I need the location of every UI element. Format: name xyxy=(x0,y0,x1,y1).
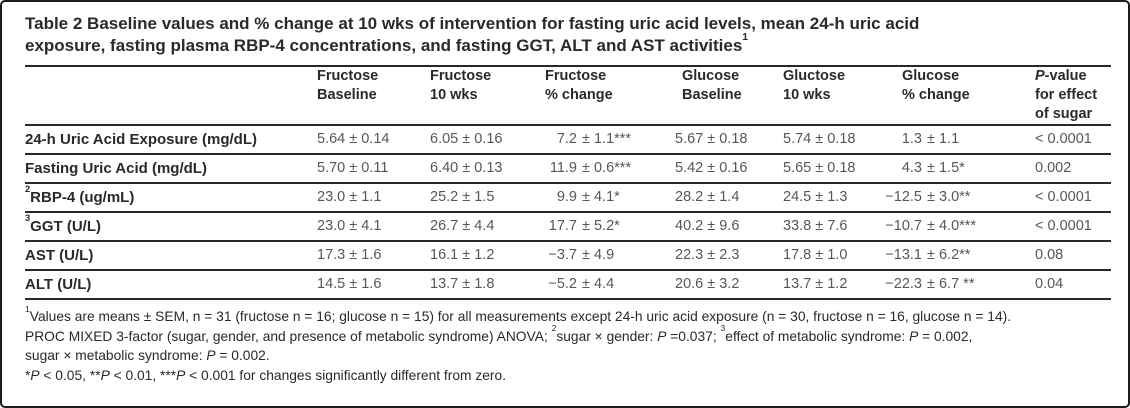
header-p-value: P-value for effect of sugar xyxy=(1035,67,1111,126)
cell-value: −12.5 ± 3.0** xyxy=(878,183,1035,213)
cell-value: 40.2 ± 9.6 xyxy=(675,212,783,242)
row-label-24h-uric-acid: 24-h Uric Acid Exposure (mg/dL) xyxy=(25,125,317,155)
cell-value: 23.0 ± 1.1 xyxy=(317,183,430,213)
cell-value: 5.70 ± 0.11 xyxy=(317,154,430,184)
table-row: 24-h Uric Acid Exposure (mg/dL) 5.64 ± 0… xyxy=(25,125,1111,155)
table-row: 2RBP-4 (ug/mL) 23.0 ± 1.1 25.2 ± 1.5 9.9… xyxy=(25,183,1111,213)
footnote-3: sugar × metabolic syndrome: P = 0.002. xyxy=(25,348,270,363)
cell-value: 13.7 ± 1.8 xyxy=(430,270,545,300)
cell-p-value: 0.002 xyxy=(1035,154,1111,184)
baseline-values-table: Fructose Baseline Fructose 10 wks Fructose… xyxy=(25,67,1111,300)
table-title: Table 2 Baseline values and % change at … xyxy=(25,13,1108,57)
cell-value: −5.2 ± 4.4 xyxy=(545,270,675,300)
cell-value: 26.7 ± 4.4 xyxy=(430,212,545,242)
table-row: Fasting Uric Acid (mg/dL) 5.70 ± 0.11 6.… xyxy=(25,154,1111,184)
header-glucose-pct-change: Glucose% change xyxy=(878,67,1035,126)
cell-value: 11.9 ± 0.6*** xyxy=(545,154,675,184)
cell-value: 13.7 ± 1.2 xyxy=(783,270,878,300)
cell-p-value: 0.08 xyxy=(1035,241,1111,271)
cell-value: 17.3 ± 1.6 xyxy=(317,241,430,271)
cell-value: −10.7 ± 4.0*** xyxy=(878,212,1035,242)
header-row: Fructose Baseline Fructose 10 wks Fructose… xyxy=(25,67,1111,126)
table-footnotes: 1Values are means ± SEM, n = 31 (fructos… xyxy=(25,303,1108,385)
table-title-footnote-marker: 1 xyxy=(742,30,749,43)
cell-value: 20.6 ± 3.2 xyxy=(675,270,783,300)
title-rule xyxy=(25,65,1111,67)
row-label-fasting-uric-acid: Fasting Uric Acid (mg/dL) xyxy=(25,154,317,184)
cell-value: 22.3 ± 2.3 xyxy=(675,241,783,271)
header-fructose-baseline: Fructose Baseline xyxy=(317,67,430,126)
cell-value: 6.40 ± 0.13 xyxy=(430,154,545,184)
cell-value: 28.2 ± 1.4 xyxy=(675,183,783,213)
cell-value: 5.42 ± 0.16 xyxy=(675,154,783,184)
cell-value: 7.2 ± 1.1*** xyxy=(545,125,675,155)
cell-value: −3.7 ± 4.9 xyxy=(545,241,675,271)
cell-p-value: < 0.0001 xyxy=(1035,183,1111,213)
table-row: AST (U/L) 17.3 ± 1.6 16.1 ± 1.2 −3.7 ± 4.… xyxy=(25,241,1111,271)
footnote-2: PROC MIXED 3-factor (sugar, gender, and … xyxy=(25,323,973,344)
header-fructose-pct-change: Fructose% change xyxy=(545,67,675,126)
cell-value: 4.3 ± 1.5* xyxy=(878,154,1035,184)
cell-value: 5.74 ± 0.18 xyxy=(783,125,878,155)
header-glucose-baseline: Glucose Baseline xyxy=(675,67,783,126)
row-label-ast: AST (U/L) xyxy=(25,241,317,271)
cell-p-value: < 0.0001 xyxy=(1035,125,1111,155)
cell-value: 6.05 ± 0.16 xyxy=(430,125,545,155)
cell-value: 5.67 ± 0.18 xyxy=(675,125,783,155)
cell-p-value: 0.04 xyxy=(1035,270,1111,300)
cell-value: 5.65 ± 0.18 xyxy=(783,154,878,184)
row-label-alt: ALT (U/L) xyxy=(25,270,317,300)
row-label-rbp4: 2RBP-4 (ug/mL) xyxy=(25,183,317,213)
cell-value: 1.3 ± 1.1 xyxy=(878,125,1035,155)
table-row: 3GGT (U/L) 23.0 ± 4.1 26.7 ± 4.4 17.7 ± 5… xyxy=(25,212,1111,242)
header-fructose-10wks: Fructose 10 wks xyxy=(430,67,545,126)
header-glucose-10wks: Gluctose 10 wks xyxy=(783,67,878,126)
table-title-line1: Table 2 Baseline values and % change at … xyxy=(25,14,920,33)
cell-value: −22.3 ± 6.7 ** xyxy=(878,270,1035,300)
cell-p-value: < 0.0001 xyxy=(1035,212,1111,242)
row-label-ggt: 3GGT (U/L) xyxy=(25,212,317,242)
cell-value: 23.0 ± 4.1 xyxy=(317,212,430,242)
cell-value: 17.7 ± 5.2* xyxy=(545,212,675,242)
cell-value: 33.8 ± 7.6 xyxy=(783,212,878,242)
cell-value: 9.9 ± 4.1* xyxy=(545,183,675,213)
cell-value: 17.8 ± 1.0 xyxy=(783,241,878,271)
cell-value: 14.5 ± 1.6 xyxy=(317,270,430,300)
table-title-line2: exposure, fasting plasma RBP-4 concentra… xyxy=(25,36,743,55)
header-empty xyxy=(25,67,317,126)
footnote-significance: *P < 0.05, **P < 0.01, ***P < 0.001 for … xyxy=(25,367,507,383)
cell-value: 25.2 ± 1.5 xyxy=(430,183,545,213)
cell-value: 24.5 ± 1.3 xyxy=(783,183,878,213)
cell-value: −13.1 ± 6.2** xyxy=(878,241,1035,271)
cell-value: 16.1 ± 1.2 xyxy=(430,241,545,271)
cell-value: 5.64 ± 0.14 xyxy=(317,125,430,155)
footnote-1: 1Values are means ± SEM, n = 31 (fructos… xyxy=(25,303,1012,324)
table-row: ALT (U/L) 14.5 ± 1.6 13.7 ± 1.8 −5.2 ± 4.… xyxy=(25,270,1111,300)
